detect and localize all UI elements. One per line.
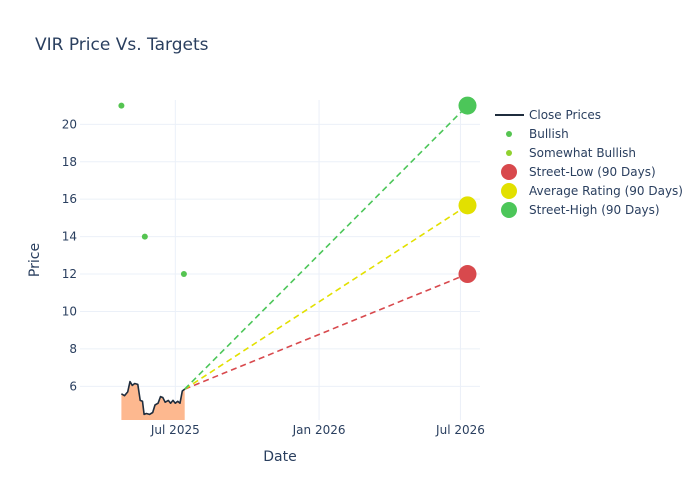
legend-item[interactable]: Average Rating (90 Days) [501,183,683,199]
legend-label: Average Rating (90 Days) [529,184,683,198]
legend[interactable]: Close Prices Bullish Somewhat Bullish Stree… [495,108,683,218]
average-rating-90-days-dashed-line [184,204,468,390]
legend-dot-swatch [506,131,512,137]
y-tick-label: 14 [62,230,77,244]
legend-label: Close Prices [529,108,601,122]
legend-label: Street-Low (90 Days) [529,165,656,179]
legend-label: Bullish [529,127,569,141]
close-price-area [121,381,185,420]
x-axis-title: Date [263,449,296,465]
legend-dot-swatch [506,150,512,156]
legend-marker-swatch [501,183,517,199]
bullish-rating-point [118,102,125,109]
y-tick-label: 10 [62,304,77,318]
y-tick-label: 20 [62,117,77,131]
legend-item[interactable]: Street-Low (90 Days) [501,164,656,180]
legend-label: Somewhat Bullish [529,146,636,160]
legend-item[interactable]: Somewhat Bullish [506,146,636,160]
street-low-90-days-target-marker [458,265,477,284]
close-price-fill [121,381,185,420]
close-price-line [120,380,186,416]
chart-title: VIR Price Vs. Targets [35,35,209,55]
y-tick-label: 18 [62,155,77,169]
y-tick-label: 16 [62,192,77,206]
legend-item[interactable]: Street-High (90 Days) [501,202,660,218]
legend-marker-swatch [501,202,517,218]
bullish-rating-point [180,271,187,278]
close-price-series-line [120,380,186,416]
grid [80,100,480,420]
street-high-90-days-target-marker [458,96,477,115]
legend-label: Street-High (90 Days) [529,203,660,217]
y-tick-label: 8 [69,342,77,356]
y-tick-label: 12 [62,267,77,281]
y-axis-title: Price [27,243,43,277]
x-tick-label: Jul 2026 [435,423,485,437]
y-tick-label: 6 [69,379,77,393]
x-tick-label: Jan 2026 [292,423,346,437]
legend-item[interactable]: Close Prices [495,108,601,122]
legend-item[interactable]: Bullish [506,127,569,141]
street-high-90-days-dashed-line [184,105,469,390]
tick-labels: 6 8 10 12 14 16 18 20 Jul 2025 Jan 2026 Jul 2026 [62,117,485,437]
x-tick-label: Jul 2025 [150,423,200,437]
average-rating-90-days-target-marker [458,196,477,215]
legend-marker-swatch [501,164,517,180]
target-lines [184,105,469,390]
street-low-90-days-dashed-line [184,273,468,390]
bullish-rating-point [141,233,148,240]
markers [118,96,477,284]
